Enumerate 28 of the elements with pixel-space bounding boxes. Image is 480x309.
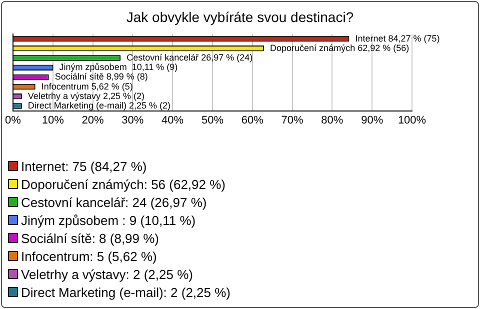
text: Veletrhy a výstavy: 2 (2,25 %): [20, 266, 194, 284]
data-label: Doporučení známých 62,92 % (56): [270, 42, 410, 53]
text: Sociální sítě: 8 (8,99 %): [20, 230, 160, 248]
text: Cestovní kancelář: 24 (26,97 %): [20, 194, 208, 212]
text: Internet: 75 (84,27 %): [20, 158, 148, 176]
x-tick-label: 0%: [4, 114, 22, 126]
x-tick-label: 60%: [241, 114, 264, 126]
data-label: Veletrhy a výstavy 2,25 % (2): [28, 90, 144, 101]
x-tick-label: 90%: [361, 114, 384, 126]
data-label: Internet 84,27 % (75): [355, 33, 440, 44]
text: Infocentrum: 5 (5,62 %): [20, 248, 158, 266]
x-tick-label: 70%: [281, 114, 304, 126]
x-tick-label: 40%: [162, 114, 184, 126]
text: Direct Marketing (e-mail): 2 (2,25 %): [20, 284, 230, 302]
text: Jiným způsobem : 9 (10,11 %): [20, 212, 197, 230]
text: Doporučení známých: 56 (62,92 %): [20, 176, 226, 194]
x-tick-label: 30%: [122, 114, 144, 126]
x-tick-label: 10%: [42, 114, 64, 126]
data-label: Jiným způsobem 10,11 % (9): [59, 62, 178, 72]
x-tick-label: 50%: [201, 114, 224, 126]
chart-title: Jak obvykle vybíráte svou destinaci?: [125, 9, 355, 25]
x-tick-label: 20%: [82, 114, 104, 126]
data-label: Infocentrum 5,62 % (5): [41, 81, 133, 92]
data-label: Direct Marketing (e-mail) 2,25 % (2): [28, 100, 170, 110]
data-label: Sociální sítě 8,99 % (8): [54, 72, 148, 82]
x-tick-label: 80%: [321, 114, 344, 126]
data-label: Cestovní kancelář 26,97 % (24): [126, 52, 253, 62]
x-tick-label: 100%: [398, 114, 426, 126]
